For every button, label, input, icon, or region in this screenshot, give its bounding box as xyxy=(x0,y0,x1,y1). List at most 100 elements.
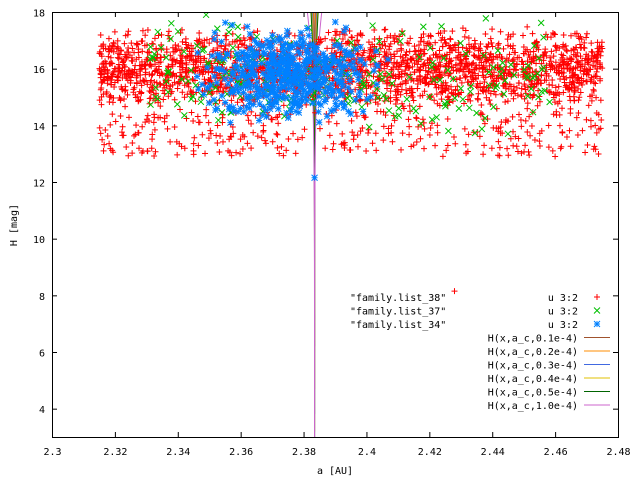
data-point xyxy=(356,97,363,104)
data-point xyxy=(561,58,568,65)
data-point xyxy=(262,137,269,144)
data-point xyxy=(587,66,594,73)
data-point xyxy=(119,123,126,130)
data-point xyxy=(339,56,347,63)
data-point xyxy=(114,65,121,72)
data-point xyxy=(143,77,150,84)
data-point xyxy=(549,147,556,154)
data-point xyxy=(119,86,126,93)
data-point xyxy=(305,24,312,32)
data-point xyxy=(323,55,331,62)
data-point xyxy=(240,89,247,96)
data-point xyxy=(248,145,255,152)
data-point xyxy=(430,52,437,59)
data-point xyxy=(219,138,226,145)
data-point xyxy=(224,50,231,58)
data-point xyxy=(327,107,335,115)
data-point xyxy=(275,67,282,75)
data-point xyxy=(380,137,387,144)
data-point xyxy=(357,43,364,51)
data-point xyxy=(473,61,480,68)
x-tick-label: 2.32 xyxy=(103,447,127,458)
data-point xyxy=(483,43,490,50)
data-point xyxy=(452,47,459,54)
data-point xyxy=(473,109,480,117)
data-point xyxy=(205,119,212,126)
data-point xyxy=(100,147,107,154)
data-point xyxy=(448,64,455,71)
data-point xyxy=(275,61,282,69)
data-point xyxy=(151,152,158,159)
data-point xyxy=(244,95,252,102)
data-point xyxy=(291,89,299,96)
data-point xyxy=(405,73,413,81)
data-point xyxy=(114,37,121,44)
data-point xyxy=(575,85,582,92)
data-point xyxy=(135,129,142,136)
data-point xyxy=(294,136,301,143)
data-point xyxy=(411,48,418,55)
data-point xyxy=(396,37,404,45)
data-point xyxy=(535,54,543,62)
data-point xyxy=(214,50,222,58)
data-point xyxy=(406,48,413,55)
data-point xyxy=(578,75,585,82)
data-point xyxy=(545,73,552,80)
data-point xyxy=(109,111,116,118)
data-point xyxy=(247,72,254,80)
data-point xyxy=(230,107,238,115)
data-point xyxy=(403,52,410,59)
data-point xyxy=(510,95,517,102)
data-point xyxy=(567,105,574,112)
data-point xyxy=(517,116,524,123)
data-point xyxy=(299,43,306,51)
data-point xyxy=(431,81,438,88)
data-point xyxy=(556,61,563,68)
data-point xyxy=(277,55,285,62)
data-point xyxy=(349,34,356,41)
data-point xyxy=(315,93,323,100)
data-point xyxy=(269,32,276,39)
data-point xyxy=(262,140,269,147)
data-point xyxy=(465,35,472,42)
data-point xyxy=(504,36,511,43)
data-point xyxy=(382,26,389,33)
data-point xyxy=(269,70,276,77)
data-point xyxy=(421,145,428,152)
data-point xyxy=(198,67,205,74)
data-point xyxy=(300,87,307,95)
x-tick-label: 2.38 xyxy=(292,447,316,458)
data-point xyxy=(237,150,244,157)
data-point xyxy=(488,56,495,63)
data-point xyxy=(210,96,218,104)
data-point xyxy=(453,54,460,61)
data-point xyxy=(144,148,151,155)
data-point xyxy=(320,77,327,85)
data-point xyxy=(520,44,527,51)
data-point xyxy=(540,51,547,58)
data-point xyxy=(593,110,600,117)
data-point xyxy=(241,62,248,70)
data-point xyxy=(96,65,103,72)
data-point xyxy=(229,85,237,93)
data-point xyxy=(518,150,525,157)
data-point xyxy=(471,37,478,44)
data-point xyxy=(345,51,353,59)
data-point xyxy=(252,112,259,119)
data-point xyxy=(575,97,582,104)
data-point xyxy=(367,46,374,53)
data-point xyxy=(223,90,231,98)
data-point xyxy=(197,59,204,66)
data-point xyxy=(509,113,516,120)
data-point xyxy=(576,41,583,48)
data-point xyxy=(398,146,405,153)
data-point xyxy=(287,52,294,60)
data-point xyxy=(231,62,238,70)
data-point xyxy=(323,83,331,91)
data-point xyxy=(122,53,129,60)
data-point xyxy=(457,51,464,58)
data-point xyxy=(390,64,397,71)
data-point xyxy=(293,93,301,100)
data-point xyxy=(409,63,416,70)
data-point xyxy=(319,58,327,66)
